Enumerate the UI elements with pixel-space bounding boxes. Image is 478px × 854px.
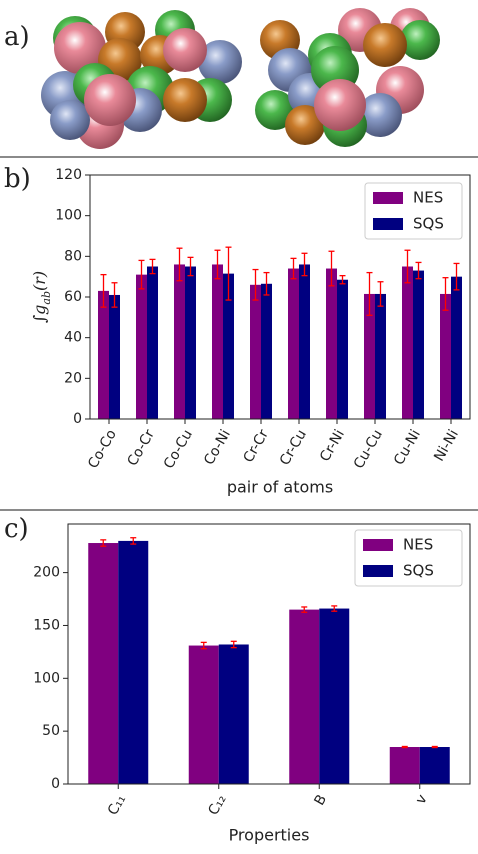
- y-tick-label: 100: [55, 208, 82, 224]
- bar: [402, 267, 413, 420]
- x-tick-label: C₁₂: [205, 792, 229, 818]
- x-tick-label: Cu-Ni: [391, 427, 424, 468]
- bar: [319, 609, 349, 784]
- y-tick-label: 20: [64, 370, 82, 386]
- bar: [390, 747, 420, 784]
- x-axis-label: Properties: [229, 826, 310, 845]
- bar: [451, 277, 462, 419]
- y-axis-label: ∫gab(r): [30, 271, 53, 323]
- y-tick-label: 80: [64, 248, 82, 264]
- x-tick-label: Co-Co: [85, 427, 120, 471]
- y-axis-label-part: ∫g: [30, 305, 49, 324]
- y-axis-label-part: ab: [40, 291, 53, 305]
- legend-label: SQS: [403, 562, 434, 580]
- x-tick-label: C₁₁: [105, 792, 129, 818]
- bar: [118, 541, 148, 784]
- y-tick-label: 120: [55, 167, 82, 183]
- bar: [440, 294, 451, 419]
- x-tick-label: Ni-Ni: [431, 427, 462, 464]
- x-tick-label: Cr-Cu: [277, 427, 310, 468]
- legend-swatch: [363, 565, 393, 577]
- y-tick-label: 200: [33, 565, 60, 581]
- bar: [375, 294, 386, 419]
- bar: [174, 264, 185, 419]
- error-bar: [402, 746, 408, 747]
- legend-swatch: [373, 218, 403, 230]
- y-tick-label: 0: [73, 411, 82, 427]
- y-tick-label: 60: [64, 289, 82, 305]
- legend-label: SQS: [413, 215, 444, 233]
- bar: [420, 747, 450, 784]
- y-tick-label: 50: [42, 723, 60, 739]
- y-tick-label: 0: [51, 776, 60, 792]
- atom-structures: [41, 8, 440, 149]
- x-tick-label: Cu-Cu: [351, 427, 386, 472]
- bar: [88, 543, 118, 784]
- bar: [326, 269, 337, 419]
- bar: [185, 267, 196, 420]
- y-tick-label: 150: [33, 617, 60, 633]
- bar: [288, 269, 299, 419]
- error-bar: [432, 746, 438, 747]
- bar: [250, 285, 261, 419]
- bar: [147, 267, 158, 420]
- bar: [212, 264, 223, 419]
- x-tick-label: Co-Cr: [124, 427, 158, 469]
- x-tick-label: Co-Cu: [161, 427, 196, 472]
- y-tick-label: 100: [33, 670, 60, 686]
- legend-label: NES: [413, 189, 443, 207]
- panel-label: a): [4, 22, 30, 52]
- bar: [289, 610, 319, 784]
- panel-label: b): [4, 164, 31, 194]
- y-tick-label: 40: [64, 330, 82, 346]
- bar: [299, 264, 310, 419]
- panel-label: c): [4, 514, 29, 544]
- figure: a) b) c) 020406080100120Co-CoCo-CrCo-CuC…: [0, 0, 478, 850]
- y-axis-label-part: (r): [30, 271, 49, 291]
- bar: [413, 271, 424, 419]
- x-tick-label: Cr-Cr: [240, 427, 272, 466]
- x-tick-label: Cr-Ni: [317, 427, 348, 464]
- bar: [136, 275, 147, 419]
- legend-swatch: [373, 192, 403, 204]
- bar: [109, 295, 120, 419]
- bar: [98, 291, 109, 419]
- x-axis-label: pair of atoms: [227, 478, 333, 497]
- x-tick-label: Co-Ni: [201, 427, 234, 468]
- x-tick-label: v: [413, 792, 431, 807]
- bar: [219, 644, 249, 784]
- bar: [337, 280, 348, 419]
- bar: [189, 646, 219, 784]
- legend-swatch: [363, 539, 393, 551]
- bar: [261, 284, 272, 419]
- legend-label: NES: [403, 536, 433, 554]
- x-tick-label: B: [312, 792, 331, 808]
